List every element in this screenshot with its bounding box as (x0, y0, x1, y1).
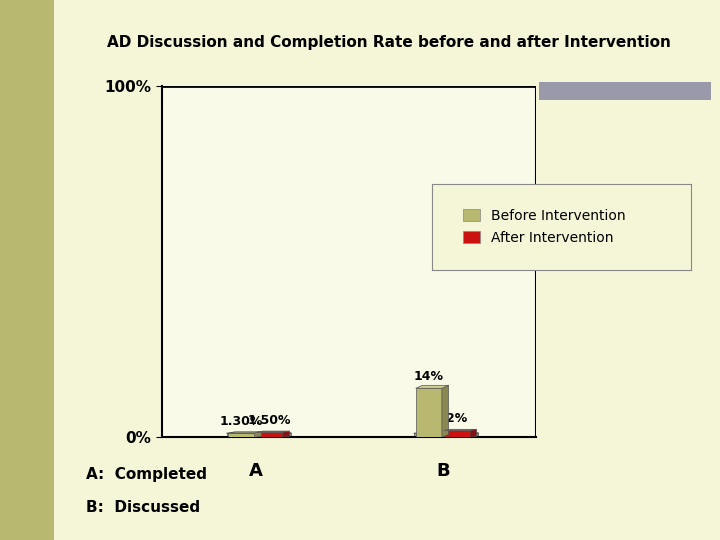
Polygon shape (442, 386, 449, 437)
Text: 1.30%: 1.30% (220, 415, 264, 428)
Bar (415, 388, 442, 437)
Polygon shape (256, 431, 289, 432)
Text: 2%: 2% (446, 412, 467, 425)
Text: AD Discussion and Completion Rate before and after Intervention: AD Discussion and Completion Rate before… (107, 35, 671, 50)
Polygon shape (228, 432, 261, 433)
Text: B: B (436, 462, 449, 480)
Polygon shape (444, 429, 477, 430)
Bar (444, 430, 470, 437)
Text: B:  Discussed: B: Discussed (86, 500, 201, 515)
Polygon shape (283, 431, 289, 437)
Bar (228, 433, 255, 437)
Bar (256, 432, 283, 437)
Polygon shape (415, 386, 449, 388)
Text: 1.50%: 1.50% (248, 414, 292, 427)
Polygon shape (255, 432, 261, 437)
Bar (414, 433, 472, 437)
Bar (227, 433, 284, 437)
Polygon shape (472, 433, 479, 437)
Text: 14%: 14% (414, 370, 444, 383)
Text: A: A (248, 462, 263, 480)
Polygon shape (284, 433, 292, 437)
Polygon shape (470, 429, 477, 437)
Legend: Before Intervention, After Intervention: Before Intervention, After Intervention (452, 198, 636, 256)
Text: A:  Completed: A: Completed (86, 467, 207, 482)
